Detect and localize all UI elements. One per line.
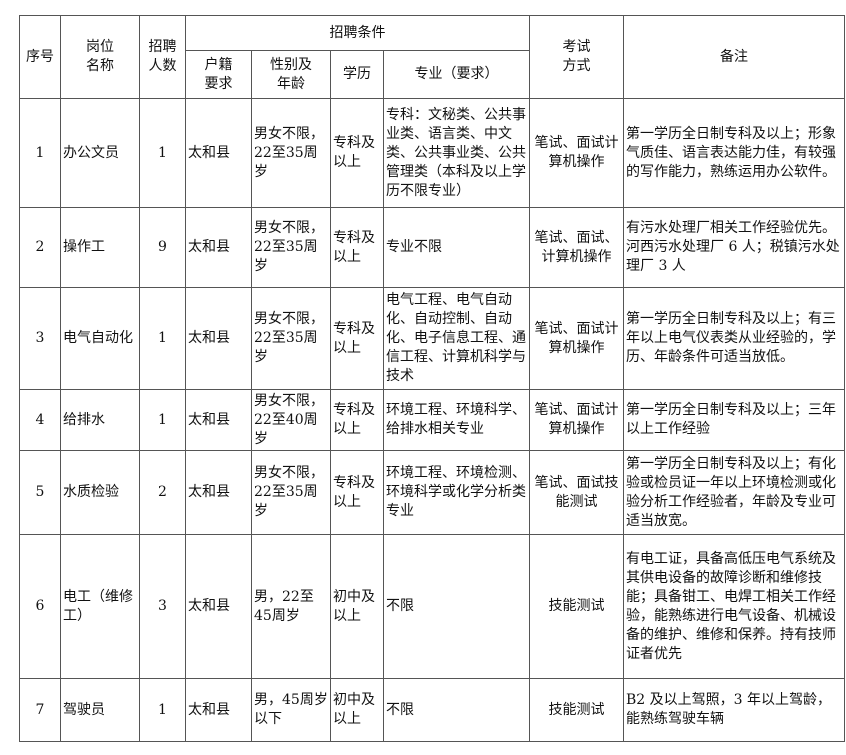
cell-position: 操作工	[60, 207, 140, 288]
cell-position: 电工（维修工）	[60, 534, 140, 679]
table-row: 4 给排水 1 太和县 男女不限，22至40周岁 专科及以上 环境工程、环境科学、给排水相关…	[19, 389, 845, 451]
header-education: 学历	[330, 50, 384, 99]
cell-remarks: B2 及以上驾照，3 年以上驾龄，能熟练驾驶车辆	[623, 678, 845, 742]
cell-major: 电气工程、电气自动化、自动控制、自动化、电子信息工程、通信工程、计算机科学与技术	[383, 287, 530, 390]
header-count: 招聘 人数	[139, 15, 186, 99]
cell-major: 专科：文秘类、公共事业类、语言类、中文类、公共事业类、公共管理类（本科及以上学历…	[383, 98, 530, 208]
cell-count: 3	[139, 534, 186, 679]
cell-major: 不限	[383, 678, 530, 742]
cell-household: 太和县	[185, 389, 252, 451]
table-row: 6 电工（维修工） 3 太和县 男，22至45周岁 初中及以上 不限 技能测试 有电工证，具备高…	[19, 534, 845, 679]
cell-count: 1	[139, 98, 186, 208]
cell-education: 初中及以上	[330, 534, 384, 679]
cell-major: 环境工程、环境科学、给排水相关专业	[383, 389, 530, 451]
cell-household: 太和县	[185, 678, 252, 742]
cell-gender-age: 男女不限，22至35周岁	[251, 287, 331, 390]
cell-seq: 3	[19, 287, 61, 390]
cell-remarks: 第一学历全日制专科及以上；有化验或检员证一年以上环境检测或化验分析工作经验者，年…	[623, 450, 845, 535]
cell-seq: 5	[19, 450, 61, 535]
cell-major: 专业不限	[383, 207, 530, 288]
cell-seq: 4	[19, 389, 61, 451]
header-gender-age: 性别及 年龄	[251, 50, 331, 99]
table-row: 3 电气自动化 1 太和县 男女不限，22至35周岁 专科及以上 电气工程、电气自动化、自动…	[19, 287, 845, 390]
cell-gender-age: 男女不限，22至35周岁	[251, 450, 331, 535]
cell-education: 专科及以上	[330, 98, 384, 208]
cell-household: 太和县	[185, 287, 252, 390]
cell-remarks: 第一学历全日制专科及以上；有三年以上电气仪表类从业经验的，学历、年龄条件可适当放…	[623, 287, 845, 390]
table-row: 2 操作工 9 太和县 男女不限，22至35周岁 专科及以上 专业不限 笔试、面试、计算机操作…	[19, 207, 845, 288]
cell-position: 办公文员	[60, 98, 140, 208]
cell-household: 太和县	[185, 450, 252, 535]
cell-exam: 笔试、面试计算机操作	[529, 98, 624, 208]
recruitment-table: 序号 岗位 名称 招聘 人数 招聘条件 考试 方式 备注 户籍 要求 性别及 年…	[19, 15, 845, 742]
cell-exam: 笔试、面试、计算机操作	[529, 207, 624, 288]
cell-major: 环境工程、环境检测、环境科学或化学分析类专业	[383, 450, 530, 535]
cell-gender-age: 男，22至45周岁	[251, 534, 331, 679]
cell-gender-age: 男，45周岁以下	[251, 678, 331, 742]
header-position: 岗位 名称	[60, 15, 140, 99]
table-row: 5 水质检验 2 太和县 男女不限，22至35周岁 专科及以上 环境工程、环境检测、环境科学…	[19, 450, 845, 535]
cell-remarks: 有污水处理厂相关工作经验优先。河西污水处理厂 6 人；税镇污水处理厂 3 人	[623, 207, 845, 288]
cell-position: 水质检验	[60, 450, 140, 535]
cell-position: 电气自动化	[60, 287, 140, 390]
header-exam: 考试 方式	[529, 15, 624, 99]
header-seq: 序号	[19, 15, 61, 99]
header-major: 专业（要求）	[383, 50, 530, 99]
header-household: 户籍 要求	[185, 50, 252, 99]
cell-seq: 1	[19, 98, 61, 208]
cell-count: 9	[139, 207, 186, 288]
cell-position: 驾驶员	[60, 678, 140, 742]
cell-household: 太和县	[185, 98, 252, 208]
cell-education: 专科及以上	[330, 450, 384, 535]
cell-exam: 笔试、面试技能测试	[529, 450, 624, 535]
cell-education: 专科及以上	[330, 207, 384, 288]
cell-remarks: 第一学历全日制专科及以上；三年以上工作经验	[623, 389, 845, 451]
cell-household: 太和县	[185, 534, 252, 679]
cell-remarks: 有电工证，具备高低压电气系统及其供电设备的故障诊断和维修技能；具备钳工、电焊工相…	[623, 534, 845, 679]
header-remarks: 备注	[623, 15, 845, 99]
cell-gender-age: 男女不限，22至35周岁	[251, 207, 331, 288]
cell-education: 专科及以上	[330, 389, 384, 451]
cell-gender-age: 男女不限，22至40周岁	[251, 389, 331, 451]
cell-count: 1	[139, 389, 186, 451]
cell-major: 不限	[383, 534, 530, 679]
table-row: 1 办公文员 1 太和县 男女不限，22至35周岁 专科及以上 专科：文秘类、公共事业类、语…	[19, 98, 845, 208]
cell-exam: 笔试、面试计算机操作	[529, 389, 624, 451]
cell-seq: 7	[19, 678, 61, 742]
cell-position: 给排水	[60, 389, 140, 451]
cell-count: 2	[139, 450, 186, 535]
cell-count: 1	[139, 678, 186, 742]
cell-count: 1	[139, 287, 186, 390]
header-conditions: 招聘条件	[185, 15, 530, 51]
cell-education: 专科及以上	[330, 287, 384, 390]
cell-exam: 笔试、面试计算机操作	[529, 287, 624, 390]
cell-household: 太和县	[185, 207, 252, 288]
cell-gender-age: 男女不限，22至35周岁	[251, 98, 331, 208]
table-row: 7 驾驶员 1 太和县 男，45周岁以下 初中及以上 不限 技能测试 B2 及以上驾照，3 年以…	[19, 678, 845, 742]
cell-exam: 技能测试	[529, 534, 624, 679]
cell-seq: 6	[19, 534, 61, 679]
cell-exam: 技能测试	[529, 678, 624, 742]
cell-remarks: 第一学历全日制专科及以上；形象气质佳、语言表达能力佳，有较强的写作能力，熟练运用…	[623, 98, 845, 208]
cell-seq: 2	[19, 207, 61, 288]
cell-education: 初中及以上	[330, 678, 384, 742]
